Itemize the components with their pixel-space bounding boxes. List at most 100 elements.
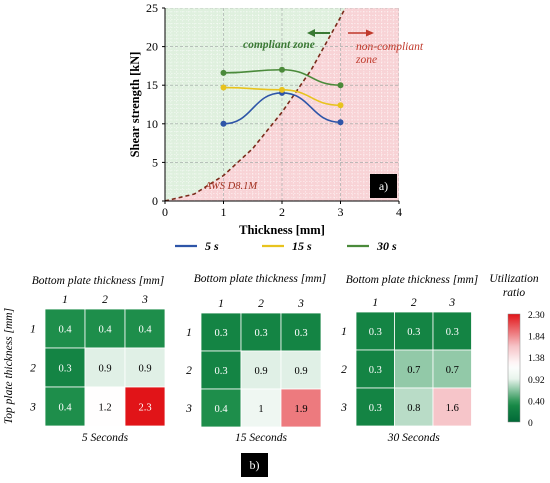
heatmap-cell-value: 0.3 bbox=[214, 328, 227, 339]
heatmap-cell-value: 0.3 bbox=[58, 364, 71, 375]
heatmap-cell bbox=[432, 387, 472, 427]
heatmap-cell bbox=[394, 387, 434, 427]
aws-boundary-curve bbox=[165, 8, 346, 201]
heatmap-cell-value: 1.9 bbox=[294, 404, 307, 415]
row-label: 3 bbox=[29, 402, 36, 414]
row-label: 2 bbox=[30, 363, 36, 375]
heatmap-cell bbox=[280, 350, 322, 390]
colorbar-tick-label: 0 bbox=[528, 419, 533, 429]
non-compliant-line-1: non-compliant bbox=[356, 41, 424, 53]
bottom-plate-axis-title: Bottom plate thickness [mm] bbox=[32, 275, 165, 287]
heatmap-cell-value: 1 bbox=[258, 404, 263, 415]
x-tick-label: 0 bbox=[162, 205, 168, 219]
row-label: 3 bbox=[340, 402, 347, 414]
heatmap-0: Bottom plate thickness [mm] 1 2 3 1 2 3 0.4 0.4 0… bbox=[29, 275, 166, 444]
series-point-2 bbox=[279, 66, 285, 73]
line-chart-panel: 0 1 2 3 4 0 5 10 15 20 25 Thickness [mm] Shear stren… bbox=[128, 1, 424, 253]
series-point-1 bbox=[337, 102, 344, 109]
series-point-2 bbox=[337, 82, 344, 89]
compliant-zone-label: compliant zone bbox=[243, 39, 315, 51]
heatmap-cell-value: 1.2 bbox=[98, 403, 111, 414]
y-tick-label: 25 bbox=[146, 1, 158, 15]
heatmap-cell-value: 0.4 bbox=[58, 403, 72, 414]
y-tick-label: 10 bbox=[146, 117, 158, 131]
heatmap-cell-value: 0.4 bbox=[58, 325, 72, 336]
heatmap-cell-value: 0.9 bbox=[254, 366, 267, 377]
y-tick-label: 0 bbox=[152, 194, 158, 208]
column-label: 2 bbox=[411, 297, 417, 309]
compliant-arrow-head bbox=[307, 29, 315, 37]
heatmap-cell bbox=[44, 386, 86, 427]
column-label: 3 bbox=[448, 297, 455, 309]
heatmap-cell-value: 0.3 bbox=[214, 366, 227, 377]
heatmap-title: 5 Seconds bbox=[82, 432, 129, 444]
aws-boundary-label: AWS D8.1M bbox=[204, 181, 258, 192]
heatmap-cell-value: 0.4 bbox=[138, 325, 152, 336]
heatmap-cell bbox=[84, 347, 126, 388]
row-label: 3 bbox=[185, 403, 192, 415]
x-tick-label: 1 bbox=[221, 205, 227, 219]
legend-label-1: 15 s bbox=[292, 239, 312, 253]
heatmap-cell bbox=[200, 388, 242, 428]
x-tick-label: 2 bbox=[279, 205, 285, 219]
series-point-0 bbox=[337, 119, 344, 126]
heatmap-cell bbox=[240, 388, 282, 428]
panel-a-label: a) bbox=[379, 179, 388, 193]
heatmap-cell-value: 1.6 bbox=[446, 403, 459, 414]
panel-b-label: b) bbox=[250, 458, 260, 472]
colorbar-title-line-1: Utilization bbox=[489, 273, 538, 285]
heatmap-cell-value: 0.9 bbox=[294, 366, 307, 377]
column-label: 2 bbox=[102, 294, 108, 306]
heatmap-cell-value: 0.9 bbox=[98, 364, 111, 375]
colorbar-tick-label: 1.38 bbox=[528, 354, 545, 364]
heatmap-cell-value: 0.3 bbox=[369, 365, 382, 376]
column-label: 1 bbox=[218, 298, 224, 310]
series-point-1 bbox=[220, 84, 227, 91]
colorbar-tick-label: 0.92 bbox=[528, 376, 545, 386]
y-axis-title: Shear strength [kN] bbox=[128, 52, 142, 158]
colorbar-title: Utilization ratio bbox=[489, 273, 538, 299]
top-plate-axis-title: Top plate thickness [mm] bbox=[3, 308, 15, 424]
panel-b-label-box bbox=[241, 453, 268, 477]
heatmap-cell bbox=[280, 312, 322, 352]
series-point-1 bbox=[279, 86, 285, 93]
series-point-0 bbox=[220, 120, 227, 127]
heatmap-cell bbox=[200, 350, 242, 390]
heatmap-cell bbox=[432, 311, 472, 351]
heatmap-cell bbox=[432, 349, 472, 389]
panel-a-label-box bbox=[370, 174, 397, 198]
heatmap-cell bbox=[394, 349, 434, 389]
x-axis-title: Thickness [mm] bbox=[239, 223, 325, 237]
column-label: 2 bbox=[258, 298, 264, 310]
legend-label-0: 5 s bbox=[205, 239, 219, 253]
heatmap-1: Bottom plate thickness [mm] 1 2 3 1 2 3 0.3 0.3 0… bbox=[185, 273, 326, 444]
heatmap-title: 30 Seconds bbox=[387, 432, 441, 444]
y-tick-label: 20 bbox=[146, 40, 158, 54]
bottom-plate-axis-title: Bottom plate thickness [mm] bbox=[346, 274, 479, 286]
colorbar-tick-label: 2.30 bbox=[528, 311, 545, 321]
series-point-2 bbox=[220, 69, 227, 76]
heatmap-cell-value: 0.4 bbox=[98, 325, 112, 336]
column-label: 3 bbox=[297, 298, 304, 310]
row-label: 1 bbox=[186, 327, 192, 339]
colorbar-tick-label: 0.40 bbox=[528, 397, 545, 407]
colorbar bbox=[507, 313, 521, 423]
non-compliant-line-2: zone bbox=[355, 54, 377, 66]
row-label: 2 bbox=[341, 364, 347, 376]
legend-label-2: 30 s bbox=[376, 239, 397, 253]
column-label: 3 bbox=[141, 294, 148, 306]
heatmap-cell-value: 0.9 bbox=[138, 364, 151, 375]
heatmap-cell-value: 2.3 bbox=[138, 403, 151, 414]
x-tick-label: 4 bbox=[396, 205, 402, 219]
column-label: 1 bbox=[62, 294, 68, 306]
heatmap-cell-value: 0.3 bbox=[369, 403, 382, 414]
x-tick-label: 3 bbox=[338, 205, 344, 219]
bottom-plate-axis-title: Bottom plate thickness [mm] bbox=[194, 273, 327, 285]
heatmap-cell-value: 0.3 bbox=[254, 328, 267, 339]
heatmap-cell bbox=[355, 349, 395, 389]
heatmap-title: 15 Seconds bbox=[235, 432, 288, 444]
heatmap-cell-value: 0.7 bbox=[407, 365, 420, 376]
y-tick-label: 15 bbox=[146, 78, 158, 92]
heatmap-cell-value: 0.3 bbox=[369, 327, 382, 338]
